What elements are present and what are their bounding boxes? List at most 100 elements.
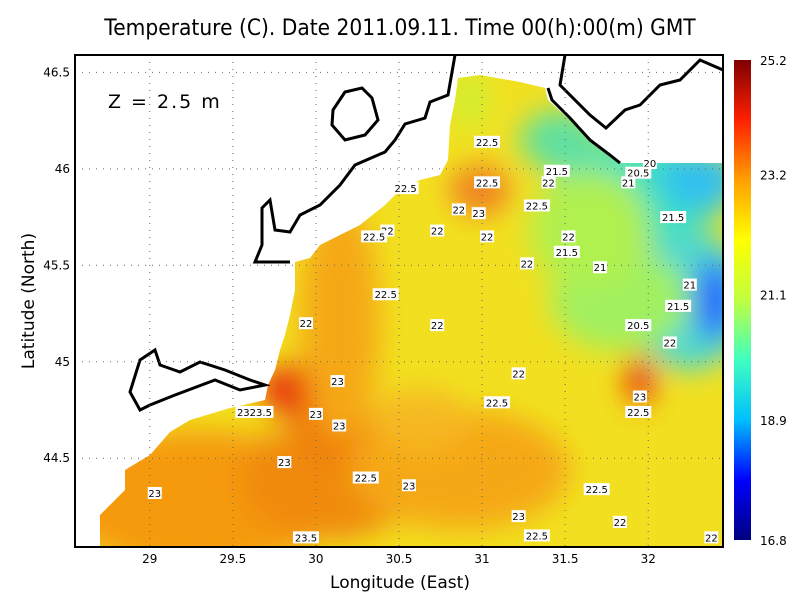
x-tick-label: 29 xyxy=(142,552,157,566)
x-tick-label: 30.5 xyxy=(386,552,413,566)
contour-label: 22 xyxy=(431,321,444,332)
contour-label-bg xyxy=(401,479,416,492)
contour-label-bg xyxy=(642,157,657,170)
colorbar xyxy=(734,60,751,540)
contour-label: 23 xyxy=(310,410,323,421)
x-tick-label: 29.5 xyxy=(219,552,246,566)
contour-label-bg xyxy=(632,390,647,403)
plot-frame xyxy=(74,54,724,548)
contour-label-bg xyxy=(519,257,534,270)
temperature-patch xyxy=(450,70,490,130)
contour-label: 22 xyxy=(705,533,718,544)
y-tick-label: 46 xyxy=(55,162,70,176)
contour-label-bg xyxy=(553,245,580,258)
temperature-patch xyxy=(625,355,655,405)
x-tick-label: 30 xyxy=(308,552,323,566)
colorbar-tick-label: 23.2 xyxy=(760,168,787,182)
x-tick-label: 31.5 xyxy=(552,552,579,566)
contour-label: 20.5 xyxy=(627,169,649,180)
contour-label-bg xyxy=(593,261,608,274)
contour-label: 21.5 xyxy=(546,167,568,178)
y-tick-label: 45 xyxy=(55,355,70,369)
contour-label-bg xyxy=(308,407,323,420)
coastline xyxy=(546,87,621,165)
contour-label-bg xyxy=(682,278,697,291)
x-tick-label: 31 xyxy=(474,552,489,566)
contour-label-bg xyxy=(484,396,511,409)
colorbar-tick-label: 16.8 xyxy=(760,534,787,548)
colorbar-tick-label: 18.9 xyxy=(760,414,787,428)
y-tick-label: 46.5 xyxy=(43,65,70,79)
y-tick-label: 44.5 xyxy=(43,451,70,465)
contour-label: 23 xyxy=(331,377,344,388)
contour-label: 22 xyxy=(481,232,494,243)
contour-label-bg xyxy=(430,224,445,237)
contour-label: 22.5 xyxy=(355,474,377,485)
contour-label-bg xyxy=(612,515,627,528)
contour-label-bg xyxy=(361,230,388,243)
contour-label: 22 xyxy=(512,369,525,380)
lagoon-outline xyxy=(128,347,271,412)
contour-label: 22.5 xyxy=(375,290,397,301)
y-tick-label: 45.5 xyxy=(43,258,70,272)
contour-label: 22.5 xyxy=(486,398,508,409)
contour-label: 21.5 xyxy=(667,302,689,313)
contour-label: 20 xyxy=(644,159,657,170)
contour-label: 22 xyxy=(431,227,444,238)
contour-label: 23 xyxy=(512,512,525,523)
contour-label: 22.5 xyxy=(627,408,649,419)
colorbar-tick-label: 21.1 xyxy=(760,288,787,302)
contour-label-bg xyxy=(541,176,556,189)
contour-label-bg xyxy=(474,176,501,189)
contour-label-bg xyxy=(662,336,677,349)
contour-label: 23 xyxy=(333,421,346,432)
temperature-patch xyxy=(300,200,380,440)
temperature-patch xyxy=(530,170,650,290)
colorbar-tick-label: 25.2 xyxy=(760,54,787,68)
contour-label-bg xyxy=(451,203,466,216)
contour-label: 22.5 xyxy=(476,138,498,149)
contour-label-bg xyxy=(523,529,550,542)
contour-label: 22.5 xyxy=(586,485,608,496)
contour-label-bg xyxy=(561,230,576,243)
contour-label-bg xyxy=(523,199,550,212)
contour-label: 23 xyxy=(472,209,485,220)
contour-label: 22 xyxy=(614,518,627,529)
contour-label-bg xyxy=(704,531,719,544)
contour-label: 22 xyxy=(542,178,555,189)
contour-label-bg xyxy=(372,288,399,301)
contour-label-bg xyxy=(392,182,419,195)
contour-label: 22 xyxy=(562,232,575,243)
contour-label-bg xyxy=(511,510,526,523)
contour-label: 22.5 xyxy=(395,184,417,195)
chart-title: Temperature (C). Date 2011.09.11. Time 0… xyxy=(104,16,696,41)
contour-label-bg xyxy=(430,319,445,332)
x-axis-label: Longitude (East) xyxy=(330,573,470,593)
contour-label-bg xyxy=(147,486,162,499)
contour-label: 22.5 xyxy=(476,178,498,189)
contour-label: 21 xyxy=(594,263,607,274)
temperature-patch xyxy=(695,260,723,340)
contour-label: 2323.5 xyxy=(237,408,272,419)
contour-label: 21.5 xyxy=(662,213,684,224)
contour-label: 22.5 xyxy=(526,201,548,212)
contour-label-bg xyxy=(665,299,692,312)
contour-label: 23.5 xyxy=(295,533,317,544)
depth-annotation: Z = 2.5 m xyxy=(108,91,222,113)
contour-label: 23 xyxy=(634,393,647,404)
coastline xyxy=(558,55,723,130)
coastline xyxy=(252,55,457,264)
contour-label-bg xyxy=(621,176,636,189)
contour-label-bg xyxy=(583,483,610,496)
contour-label-bg xyxy=(511,367,526,380)
contour-label-bg xyxy=(480,230,495,243)
y-axis-label: Latitude (North) xyxy=(19,233,39,369)
lake-outline xyxy=(330,86,380,142)
contour-label: 23 xyxy=(278,458,291,469)
contour-label: 20.5 xyxy=(627,321,649,332)
contour-label-bg xyxy=(352,471,379,484)
contour-label: 22 xyxy=(381,227,394,238)
contour-label-bg xyxy=(292,531,319,544)
